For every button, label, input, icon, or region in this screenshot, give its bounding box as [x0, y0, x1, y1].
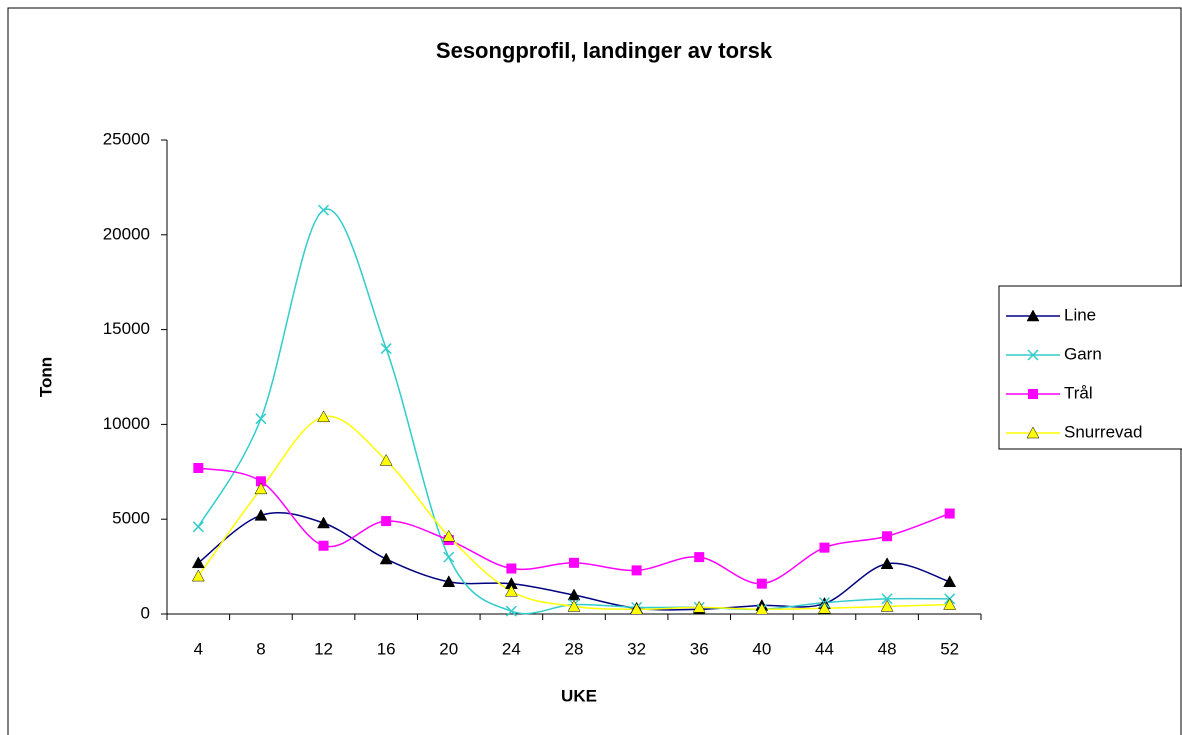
marker	[1028, 389, 1038, 399]
legend-label: Snurrevad	[1064, 422, 1142, 441]
x-tick-label: 36	[690, 639, 709, 658]
marker	[692, 600, 706, 613]
y-axis-label: Tonn	[36, 357, 55, 397]
marker	[193, 463, 204, 474]
marker	[379, 552, 393, 565]
marker	[443, 551, 455, 563]
marker	[318, 204, 330, 216]
x-tick-label: 16	[377, 639, 396, 658]
legend-label: Garn	[1064, 344, 1102, 363]
y-tick-label: 25000	[103, 129, 150, 148]
marker	[381, 516, 392, 527]
x-tick-label: 32	[627, 639, 646, 658]
marker	[191, 569, 205, 582]
marker	[317, 410, 330, 423]
legend-label: Trål	[1064, 383, 1093, 402]
series-line	[197, 208, 950, 615]
marker	[631, 565, 642, 576]
marker	[756, 578, 767, 589]
y-tick-label: 5000	[112, 509, 150, 528]
marker	[755, 602, 769, 615]
legend: Line Garn Trål Snurrevad	[998, 285, 1182, 450]
x-tick-label: 24	[502, 639, 521, 658]
x-tick-label: 4	[194, 639, 203, 658]
marker	[192, 521, 204, 533]
legend-label: Line	[1064, 305, 1096, 324]
x-tick-label: 28	[565, 639, 584, 658]
marker	[379, 453, 393, 466]
marker	[254, 508, 268, 521]
x-tick-label: 48	[878, 639, 897, 658]
marker	[255, 413, 267, 425]
marker	[1026, 309, 1040, 322]
marker	[1027, 349, 1039, 361]
x-tick-label: 12	[314, 639, 333, 658]
marker	[442, 575, 456, 588]
x-tick-label: 20	[439, 639, 458, 658]
x-tick-label: 52	[940, 639, 959, 658]
marker	[318, 540, 329, 551]
legend-box	[998, 285, 1182, 450]
marker	[882, 531, 893, 542]
marker	[504, 584, 518, 597]
x-tick-label: 44	[815, 639, 834, 658]
y-tick-label: 15000	[103, 319, 150, 338]
marker	[943, 575, 957, 588]
y-tick-label: 10000	[103, 414, 150, 433]
x-axis-label: UKE	[561, 686, 597, 705]
marker	[819, 542, 830, 553]
marker	[630, 602, 644, 615]
marker	[380, 343, 392, 355]
marker	[694, 552, 705, 563]
marker	[506, 563, 517, 574]
x-tick-label: 8	[256, 639, 265, 658]
marker	[881, 593, 893, 605]
x-tick-label: 40	[752, 639, 771, 658]
marker	[505, 605, 517, 617]
marker	[191, 556, 205, 569]
marker	[442, 529, 456, 542]
marker	[255, 476, 266, 487]
y-tick-label: 0	[141, 603, 150, 622]
marker	[569, 557, 579, 568]
y-tick-label: 20000	[103, 224, 150, 243]
marker	[880, 599, 894, 612]
marker	[317, 516, 330, 529]
marker	[254, 482, 268, 495]
marker	[1026, 426, 1040, 439]
marker	[943, 597, 957, 610]
marker	[567, 599, 581, 612]
chart-title: Sesongprofil, landinger av torsk	[436, 38, 773, 63]
marker	[944, 508, 955, 519]
marker	[880, 557, 894, 570]
marker	[818, 601, 831, 614]
series-line	[197, 415, 950, 611]
